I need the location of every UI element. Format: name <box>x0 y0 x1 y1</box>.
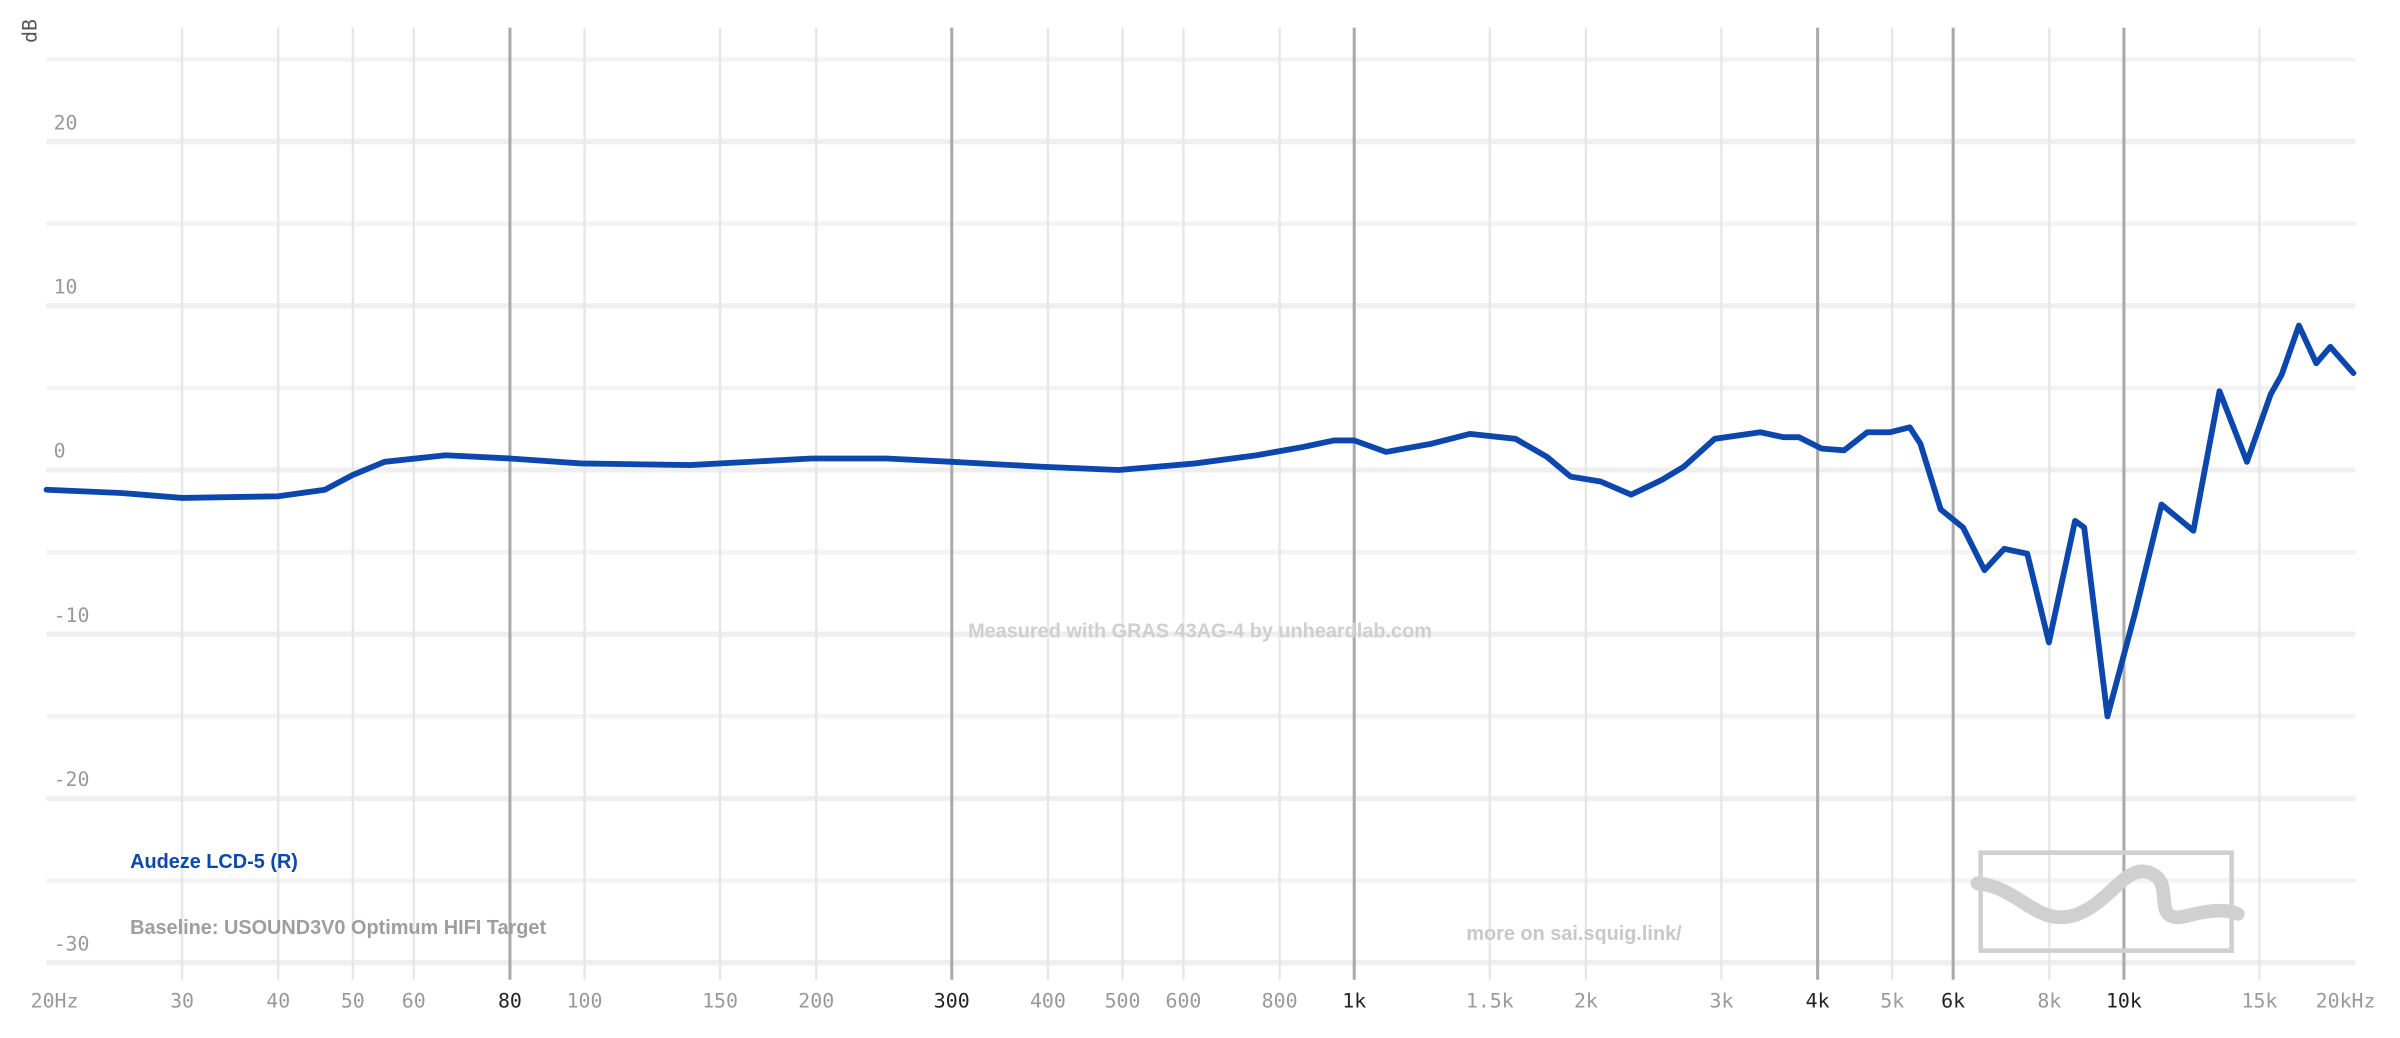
x-tick-label: 20Hz <box>31 989 79 1012</box>
x-tick-label: 400 <box>1030 989 1066 1012</box>
annotation: more on sai.squig.link/ <box>1466 923 1682 945</box>
x-tick-label: 80 <box>498 989 522 1012</box>
plot <box>43 322 2357 720</box>
x-tick-label: 20kHz <box>2316 989 2376 1012</box>
x-tick-label: 200 <box>798 989 834 1012</box>
y-axis-label: dB <box>19 19 42 43</box>
watermark: Measured with GRAS 43AG-4 by unheardlab.… <box>968 621 1432 643</box>
logo-frame <box>1978 850 2234 953</box>
x-tick-label: 600 <box>1166 989 1202 1012</box>
x-tick-label: 40 <box>266 989 290 1012</box>
y-tick-label: -10 <box>54 604 90 627</box>
data-line <box>43 322 2357 720</box>
x-tick-label: 150 <box>702 989 738 1012</box>
x-tick-label: 50 <box>341 989 365 1012</box>
x-tick-label: 10k <box>2106 989 2142 1012</box>
y-tick-label: -30 <box>54 932 90 955</box>
x-tick-label: 300 <box>934 989 970 1012</box>
x-tick-label: 30 <box>170 989 194 1012</box>
logo-squiggle <box>1970 864 2245 925</box>
x-tick-label: 1k <box>1342 989 1366 1012</box>
y-tick-label: -20 <box>54 768 90 791</box>
x-tick-label: 4k <box>1806 989 1830 1012</box>
x-tick-label: 1.5k <box>1466 989 1514 1012</box>
logo <box>1970 850 2245 953</box>
y-tick-label: 10 <box>54 276 78 299</box>
x-tick-label: 100 <box>567 989 603 1012</box>
baseline-label: Baseline: USOUND3V0 Optimum HIFI Target <box>130 917 546 939</box>
x-tick-label: 500 <box>1105 989 1141 1012</box>
x-tick-label: 6k <box>1941 989 1965 1012</box>
x-tick-label: 5k <box>1880 989 1904 1012</box>
legend-entry: Audeze LCD-5 (R) <box>130 851 298 873</box>
x-tick-label: 3k <box>1709 989 1733 1012</box>
x-tick-label: 800 <box>1262 989 1298 1012</box>
x-tick-label: 8k <box>2037 989 2061 1012</box>
x-tick-label: 2k <box>1574 989 1598 1012</box>
y-tick-label: 0 <box>54 440 66 463</box>
x-tick-label: 15k <box>2241 989 2277 1012</box>
y-tick-label: 20 <box>54 111 78 134</box>
x-tick-label: 60 <box>402 989 426 1012</box>
